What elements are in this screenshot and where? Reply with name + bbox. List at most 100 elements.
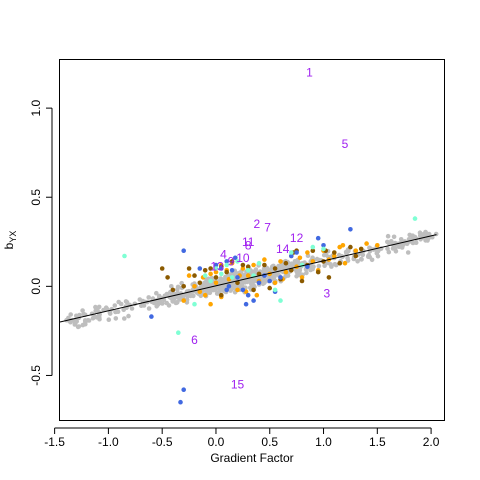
point-annotation-8: 8 [245,238,252,252]
data-point [260,281,266,287]
data-point [358,256,364,262]
data-point [219,292,224,298]
y-tick-label: 0.5 [29,189,43,206]
data-point [229,275,235,280]
data-point [213,280,219,286]
data-point [261,277,267,283]
data-point [386,249,392,255]
data-point [251,298,256,303]
data-point [116,299,121,305]
point-annotation-15: 15 [231,377,245,391]
data-point [326,275,332,280]
data-point [122,253,127,259]
data-point [348,227,353,232]
data-point [214,291,220,296]
data-point [332,250,337,255]
x-tick-label: 0.0 [208,435,225,449]
data-point [278,298,283,303]
data-point [289,253,294,259]
data-point [417,233,423,238]
data-point [159,266,165,271]
data-point [86,318,92,323]
data-point [197,266,203,271]
data-point [358,246,364,252]
data-point [321,252,327,258]
data-point [213,266,219,271]
data-point [191,293,196,299]
data-point [113,316,119,321]
data-point [181,387,186,393]
data-point [76,324,82,329]
data-point [262,262,267,268]
data-point [235,259,240,264]
data-point [149,314,154,319]
point-annotation-7: 7 [264,221,271,235]
data-point [389,239,394,244]
data-point [154,304,159,309]
data-point [213,262,219,268]
data-point [375,243,380,248]
data-point [208,301,213,307]
y-axis: -0.5 0.0 0.5 1.0 [29,99,53,386]
point-annotation-9: 9 [228,254,235,268]
data-point [229,259,235,264]
data-point [192,273,197,278]
data-point [355,259,360,264]
data-point [141,303,147,308]
data-point [251,262,256,268]
data-point [240,266,246,271]
data-point [256,280,262,286]
x-axis: -1.5 -1.0 -0.5 0.0 0.5 1.0 1.5 2.0 [44,427,440,449]
data-point [224,259,229,264]
data-point [333,262,339,268]
data-point [315,235,321,241]
point-annotation-1: 1 [306,66,313,80]
data-point [299,278,305,284]
data-point [398,237,404,242]
data-point [294,273,299,279]
data-point [369,257,375,263]
data-point [121,307,126,313]
data-point [137,297,143,302]
data-point [129,306,135,311]
data-point [392,246,398,251]
data-point [271,276,276,282]
x-axis-label: Gradient Factor [210,451,293,465]
data-point [181,284,186,289]
data-point [297,255,303,261]
data-point [294,250,299,255]
data-point [332,253,337,259]
data-point [276,263,281,269]
point-annotation-11: 11 [242,235,255,249]
y-axis-label-main: b [2,242,16,249]
data-point [106,317,112,323]
data-point [267,285,273,291]
data-point [385,233,391,239]
y-tick-label: -0.5 [29,365,43,386]
point-annotation-5: 5 [342,137,349,151]
data-point [340,243,346,248]
data-point [181,298,186,303]
data-point [206,288,211,293]
data-point [174,300,179,306]
point-annotation-12: 12 [290,231,304,245]
data-point [235,287,240,293]
data-point [208,278,213,284]
data-point [329,264,334,269]
data-point [353,248,359,253]
data-point [170,287,176,293]
data-point [253,267,259,272]
data-point [219,271,224,277]
data-point [366,253,371,259]
points-layer [64,216,439,405]
y-axis-label: bYX [2,231,18,250]
data-point [294,259,299,264]
data-point [289,268,294,273]
data-point [262,257,267,262]
data-point [218,276,223,281]
data-point [305,250,310,255]
y-tick-label: 0.0 [29,278,43,295]
data-point [93,308,98,314]
data-point [433,231,439,237]
data-point [364,241,369,246]
